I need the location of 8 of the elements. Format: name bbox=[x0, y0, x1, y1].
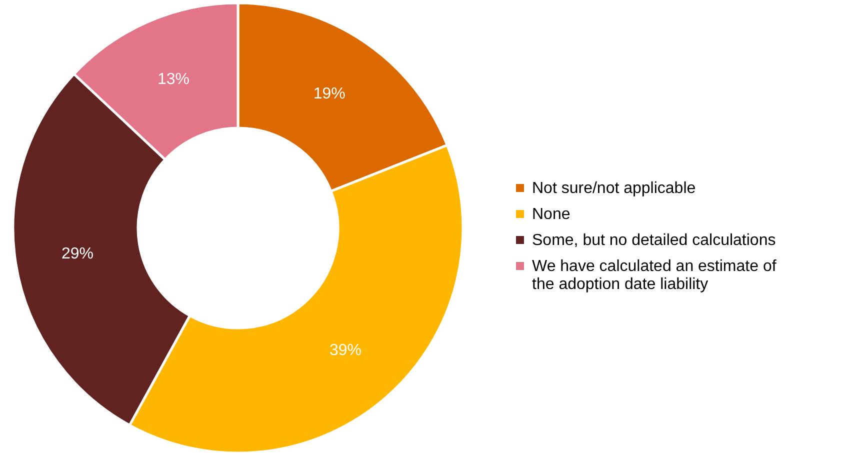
data-label: 29% bbox=[61, 245, 94, 262]
data-label: 39% bbox=[329, 342, 362, 359]
legend-label: We have calculated an estimate of the adoption date liability bbox=[532, 258, 777, 293]
legend-label: Some, but no detailed calculations bbox=[532, 232, 776, 249]
legend-label: Not sure/not applicable bbox=[532, 180, 696, 197]
legend-label: None bbox=[532, 206, 570, 223]
data-label: 13% bbox=[157, 70, 190, 88]
data-label: 19% bbox=[313, 86, 346, 103]
